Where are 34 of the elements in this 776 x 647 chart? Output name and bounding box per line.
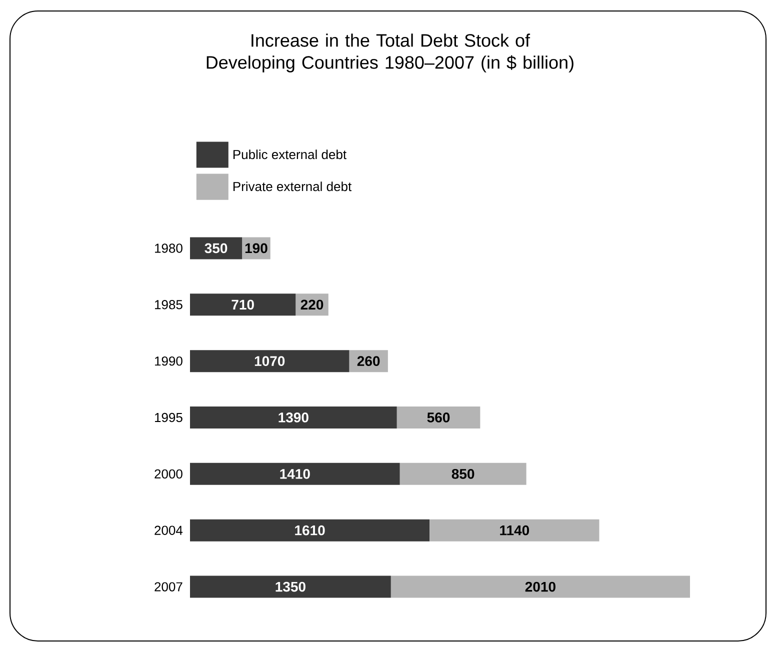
data-label: 190 xyxy=(245,243,268,254)
bar xyxy=(190,462,400,485)
bar xyxy=(190,519,430,542)
data-label: 560 xyxy=(427,412,450,422)
bar xyxy=(400,462,526,485)
legend-label: Private external debt xyxy=(233,182,352,192)
y-tick-label: 1985 xyxy=(155,300,182,310)
data-label: 1390 xyxy=(278,412,308,422)
data-label: 1070 xyxy=(254,356,285,366)
data-label: 1610 xyxy=(295,525,325,536)
bar xyxy=(190,576,391,598)
bar xyxy=(390,576,690,598)
bar xyxy=(190,350,350,372)
data-label: 1140 xyxy=(500,525,530,536)
data-label: 220 xyxy=(300,300,324,310)
chart-title: Increase in the Total Debt Stock of Developing Countries 1980–2007 (in $ billion) xyxy=(206,34,574,72)
y-tick-label: 1990 xyxy=(155,356,182,366)
bar xyxy=(396,406,480,428)
data-label: 2010 xyxy=(525,582,556,592)
bar xyxy=(190,294,296,316)
legend-label: Public external debt xyxy=(233,150,346,160)
y-tick-label: 1980 xyxy=(155,244,182,253)
data-label: 710 xyxy=(232,300,254,310)
data-label: 1350 xyxy=(276,582,306,592)
y-tick-label: 2004 xyxy=(154,526,183,535)
data-label: 350 xyxy=(204,243,228,254)
data-label: 1410 xyxy=(280,468,310,479)
y-tick-label: 1995 xyxy=(155,412,182,422)
y-tick-label: 2007 xyxy=(154,582,182,592)
bar xyxy=(430,519,600,542)
data-label: 260 xyxy=(357,356,380,366)
y-tick-label: 2000 xyxy=(154,469,182,479)
bar xyxy=(190,406,397,428)
data-label: 850 xyxy=(452,468,474,479)
